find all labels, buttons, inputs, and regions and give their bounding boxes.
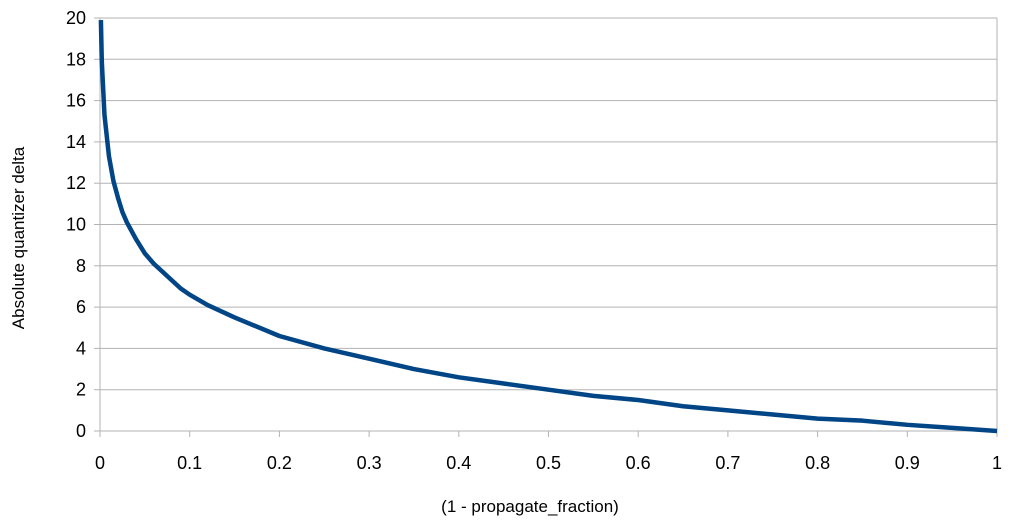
y-tick-label: 14 bbox=[66, 132, 86, 152]
x-tick-label: 0.8 bbox=[805, 453, 830, 473]
y-tick-label: 0 bbox=[76, 421, 86, 441]
series-lines bbox=[98, 20, 998, 434]
x-tick-label: 0.9 bbox=[895, 453, 920, 473]
y-tick-label: 4 bbox=[76, 338, 86, 358]
y-axis-title: Absolute quantizer delta bbox=[9, 146, 28, 329]
x-tick-label: 0.7 bbox=[715, 453, 740, 473]
y-tick-label: 8 bbox=[76, 256, 86, 276]
series-line bbox=[98, 20, 998, 434]
x-tick-label: 0.5 bbox=[536, 453, 561, 473]
y-tick-label: 12 bbox=[66, 173, 86, 193]
axes bbox=[94, 17, 998, 437]
y-tick-label: 6 bbox=[76, 297, 86, 317]
tick-labels: 0 2 4 6 8 10 12 14 16 18 20 0 0.1 0.2 0.3 0.4 0.5 0.6 0.7 0… bbox=[66, 8, 1002, 473]
x-tick-label: 0.4 bbox=[446, 453, 471, 473]
y-tick-label: 18 bbox=[66, 49, 86, 69]
x-tick-label: 0.6 bbox=[626, 453, 651, 473]
x-tick-label: 0 bbox=[95, 453, 105, 473]
y-tick-label: 20 bbox=[66, 8, 86, 28]
grid-lines bbox=[100, 17, 997, 391]
x-tick-label: 0.2 bbox=[267, 453, 292, 473]
x-tick-label: 0.3 bbox=[357, 453, 382, 473]
y-tick-label: 2 bbox=[76, 380, 86, 400]
y-tick-label: 10 bbox=[66, 215, 86, 235]
x-tick-label: 1 bbox=[992, 453, 1002, 473]
y-tick-label: 16 bbox=[66, 91, 86, 111]
x-axis-title: (1 - propagate_fraction) bbox=[441, 497, 619, 516]
x-tick-label: 0.1 bbox=[177, 453, 202, 473]
